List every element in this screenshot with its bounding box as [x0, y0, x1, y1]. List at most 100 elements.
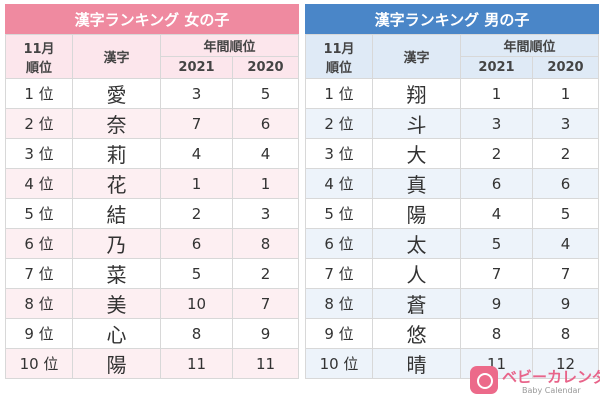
title-row: 漢字ランキング 女の子: [5, 4, 299, 35]
rank-2020: 11: [231, 348, 300, 379]
kanji-header: 漢字: [72, 34, 161, 79]
rank-2021: 9: [460, 288, 533, 319]
rank: 1 位: [5, 78, 73, 109]
year-header: 2020: [531, 56, 600, 79]
logo-sub: Baby Calendar: [522, 386, 581, 395]
rank-2020: 4: [231, 138, 300, 169]
rank-2021: 6: [160, 228, 233, 259]
rank-2020: 5: [231, 78, 300, 109]
table-title: 漢字ランキング 女の子: [5, 4, 299, 35]
rank-2021: 4: [460, 198, 533, 229]
rank-2020: 7: [531, 258, 600, 289]
rank-2021: 11: [160, 348, 233, 379]
rank: 1 位: [305, 78, 373, 109]
rank-2020: 1: [231, 168, 300, 199]
rank-2021: 5: [460, 228, 533, 259]
kanji: 美: [72, 288, 161, 319]
rank: 10 位: [5, 348, 73, 379]
header-row: 2021 2020: [306, 56, 600, 79]
table-title: 漢字ランキング 男の子: [305, 4, 599, 35]
rank: 4 位: [5, 168, 73, 199]
rank-2021: 1: [160, 168, 233, 199]
rank-2020: 2: [531, 138, 600, 169]
rank-header-text: 11月: [23, 41, 55, 57]
data-row: 10 位陽 11 11: [5, 348, 300, 379]
rank-header-text: 順位: [25, 60, 52, 76]
rank-2020: 9: [531, 288, 600, 319]
rank-2021: 1: [460, 78, 533, 109]
rank-header: 11月順位: [305, 34, 373, 79]
rank: 9 位: [305, 318, 373, 349]
rank: 8 位: [5, 288, 73, 319]
annual-header: 年間順位: [159, 34, 300, 57]
rank-2021: 7: [160, 108, 233, 139]
rank-2020: 3: [231, 198, 300, 229]
rank: 8 位: [305, 288, 373, 319]
rank-2020: 9: [231, 318, 300, 349]
logo-icon: [470, 366, 498, 394]
kanji: 乃: [72, 228, 161, 259]
kanji: 菜: [72, 258, 161, 289]
rank: 2 位: [305, 108, 373, 139]
kanji: 莉: [72, 138, 161, 169]
rank-2020: 8: [231, 228, 300, 259]
rank: 10 位: [305, 348, 373, 379]
rank: 7 位: [5, 258, 73, 289]
rank: 7 位: [305, 258, 373, 289]
kanji: 人: [372, 258, 461, 289]
rank: 3 位: [305, 138, 373, 169]
kanji: 晴: [372, 348, 461, 379]
rank-2020: 1: [531, 78, 600, 109]
kanji: 花: [72, 168, 161, 199]
rank-2021: 5: [160, 258, 233, 289]
rank-2020: 2: [231, 258, 300, 289]
rank: 9 位: [5, 318, 73, 349]
kanji: 翔: [372, 78, 461, 109]
kanji: 心: [72, 318, 161, 349]
kanji: 愛: [72, 78, 161, 109]
rank-2020: 6: [531, 168, 600, 199]
rank-2021: 6: [460, 168, 533, 199]
rank-header-text: 順位: [325, 60, 352, 76]
rank: 6 位: [305, 228, 373, 259]
rank: 2 位: [5, 108, 73, 139]
kanji: 陽: [372, 198, 461, 229]
rank: 5 位: [305, 198, 373, 229]
kanji: 太: [372, 228, 461, 259]
year-header: 2021: [160, 56, 233, 79]
logo-name: ベビーカレンダー: [502, 368, 600, 386]
kanji: 真: [372, 168, 461, 199]
kanji: 悠: [372, 318, 461, 349]
rank-2021: 3: [160, 78, 233, 109]
rank-2020: 4: [531, 228, 600, 259]
rank-2021: 4: [160, 138, 233, 169]
rank: 3 位: [5, 138, 73, 169]
rank-header-text: 11月: [323, 41, 355, 57]
rank-2021: 3: [460, 108, 533, 139]
year-header: 2020: [231, 56, 300, 79]
kanji: 蒼: [372, 288, 461, 319]
kanji: 奈: [72, 108, 161, 139]
rank: 6 位: [5, 228, 73, 259]
rank-header: 11月順位: [5, 34, 73, 79]
rank-2020: 7: [231, 288, 300, 319]
rank-2020: 6: [231, 108, 300, 139]
rank-2020: 8: [531, 318, 600, 349]
